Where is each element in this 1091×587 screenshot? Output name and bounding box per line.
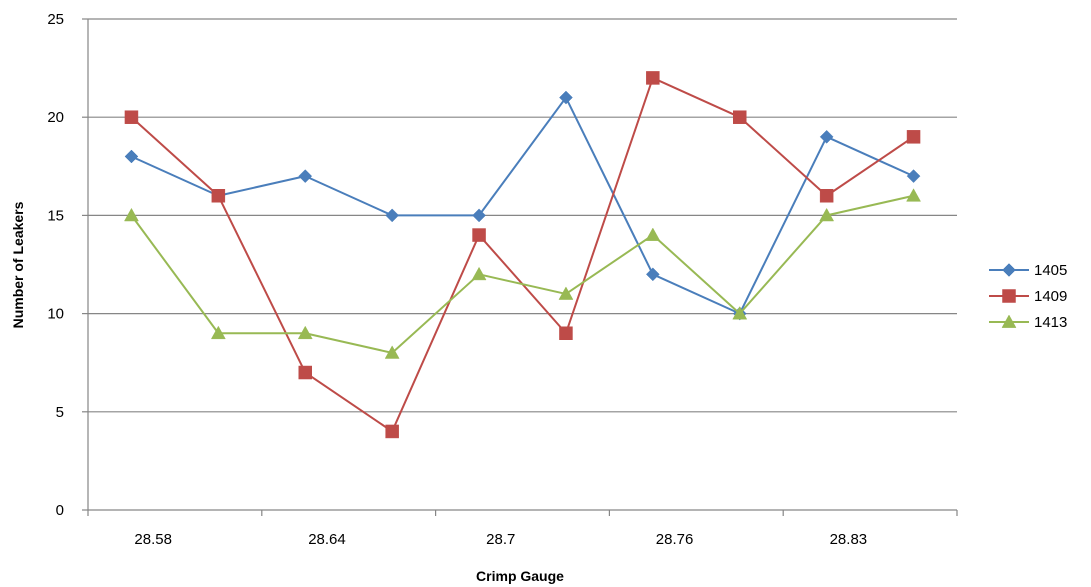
x-tick-label-2: 28.64	[308, 531, 346, 548]
data-point-1413-1	[210, 325, 226, 340]
y-axis-title: Number of Leakers	[10, 201, 26, 328]
gridlines	[88, 18, 957, 413]
y-tick-label-5: 25	[47, 11, 64, 28]
data-point-1409-9	[906, 130, 921, 144]
x-tick-label-6: 28.76	[656, 531, 694, 548]
data-point-1405-3	[385, 208, 400, 223]
data-point-1405-4	[472, 208, 486, 223]
data-point-1413-5	[558, 286, 574, 300]
data-point-1413-4	[471, 266, 487, 281]
data-point-1405-2	[298, 169, 313, 183]
data-point-1409-7	[733, 110, 747, 124]
data-point-1409-5	[559, 326, 573, 340]
legend-label-1405: 1405	[1034, 262, 1067, 279]
y-tick-label-1: 5	[56, 404, 64, 421]
data-point-1405-0	[124, 149, 139, 164]
y-tick-label-0: 0	[56, 502, 64, 519]
legend-label-1409: 1409	[1034, 288, 1067, 305]
legend: 1405 1409 1413	[989, 262, 1067, 331]
x-axis-title: Crimp Gauge	[476, 568, 564, 584]
data-point-1413-8	[819, 207, 835, 222]
legend-label-1413: 1413	[1034, 314, 1067, 331]
x-tick-label-8: 28.83	[830, 531, 868, 548]
data-point-1405-8	[819, 129, 834, 144]
data-point-1409-3	[385, 424, 399, 439]
legend-marker-1405	[1002, 263, 1016, 277]
data-point-1413-0	[124, 207, 139, 222]
series-line-1413	[130, 194, 914, 354]
data-point-1405-5	[559, 90, 573, 105]
data-point-1413-7	[732, 306, 748, 320]
x-tick-label-4: 28.7	[486, 531, 515, 548]
plot-series	[124, 71, 921, 439]
y-tick-label-2: 10	[47, 306, 64, 323]
legend-marker-1413	[1001, 314, 1017, 328]
data-point-1409-1	[211, 189, 226, 203]
data-point-1405-9	[906, 169, 921, 183]
y-tick-label-3: 15	[47, 207, 64, 224]
data-point-1413-6	[645, 227, 661, 241]
data-point-1409-4	[472, 228, 486, 242]
series-line-1405	[131, 96, 914, 315]
x-tick-label-0: 28.58	[134, 531, 172, 548]
data-point-1409-0	[124, 110, 139, 124]
series-line-1409	[130, 76, 915, 433]
data-point-1413-2	[297, 325, 313, 340]
data-point-1413-9	[906, 188, 921, 202]
data-point-1409-8	[819, 189, 834, 203]
data-point-1413-3	[384, 345, 400, 359]
x-axis-ticks: 28.58 28.64 28.7 28.76 28.83	[87, 510, 958, 548]
y-tick-label-4: 20	[47, 109, 64, 126]
axes	[87, 19, 957, 511]
y-axis-ticks: 0 5 10 15 20 25	[47, 11, 88, 519]
legend-marker-1409	[1002, 289, 1016, 303]
data-point-1405-6	[645, 267, 660, 282]
data-point-1409-2	[298, 365, 312, 380]
data-point-1409-6	[646, 71, 660, 85]
